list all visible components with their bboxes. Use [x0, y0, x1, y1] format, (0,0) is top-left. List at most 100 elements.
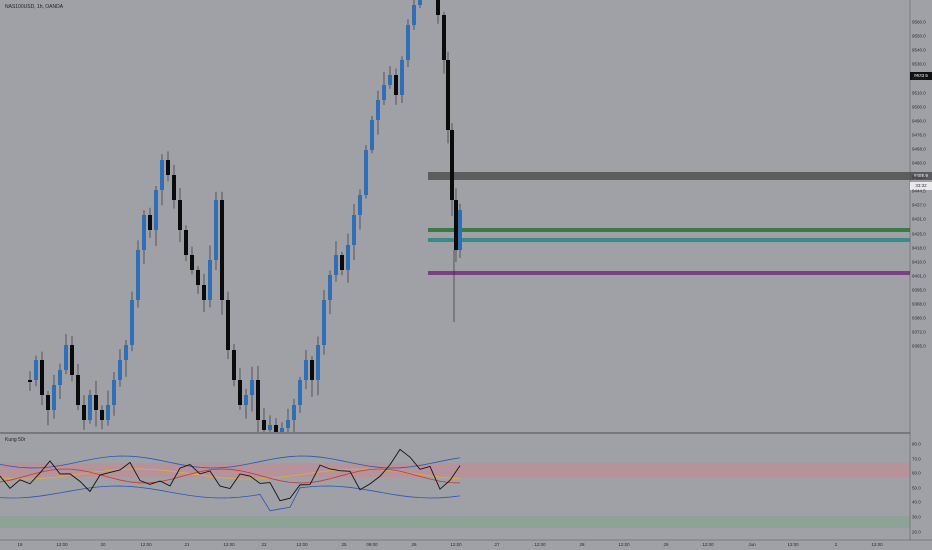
time-tick-label: 22: [261, 542, 267, 547]
time-tick-label: 12:00: [450, 542, 462, 547]
price-tick-label: 9540.0: [912, 47, 926, 53]
candle-body: [166, 160, 170, 175]
candle-body: [58, 370, 62, 385]
candle-body: [304, 360, 308, 380]
time-tick-label: 19: [17, 542, 23, 547]
time-tick-label: 27: [494, 542, 500, 547]
candle-body: [310, 360, 314, 380]
price-tick-label: 9560.0: [912, 19, 926, 25]
candle-body: [298, 380, 302, 405]
candle-body: [118, 360, 122, 380]
indicator-tick-label: 40.0: [912, 499, 921, 505]
price-tick-label: 9468.0: [912, 146, 926, 152]
current-price-badge: 9533.5: [910, 72, 932, 80]
candle-body: [136, 250, 140, 300]
indicator-axis[interactable]: 80.0 70.0 60.0 50.0 40.0 30.0 20.0: [910, 0, 932, 540]
lower-bollinger-line: [0, 485, 461, 512]
time-tick-label: 09:00: [366, 542, 378, 547]
candle-body: [124, 345, 128, 360]
time-tick-label: 12:00: [618, 542, 630, 547]
price-tick-label: 9437.0: [912, 202, 926, 208]
price-axis[interactable]: 9533.5 9485.9 33:32 9560.0 9550.0 9540.0 95…: [910, 0, 932, 540]
candle-body: [208, 260, 212, 300]
candle-body: [250, 380, 254, 395]
indicator-tick-label: 30.0: [912, 514, 921, 520]
price-tick-label: 9452.0: [912, 174, 926, 180]
candle-body: [106, 405, 110, 420]
candle-body: [64, 345, 68, 370]
countdown-badge: 33:32: [910, 182, 932, 190]
time-tick-label: Jun: [748, 542, 756, 547]
price-tick-label: 9418.0: [912, 245, 926, 251]
candle-body: [450, 130, 454, 200]
price-tick-label: 9410.0: [912, 259, 926, 265]
candle-body: [364, 150, 368, 195]
overbought-band: [0, 463, 910, 477]
time-tick-label: 12:00: [702, 542, 714, 547]
candle-body: [400, 60, 404, 95]
time-tick-label: 28: [579, 542, 585, 547]
candle-body: [244, 395, 248, 405]
price-tick-label: 9520.0: [912, 75, 926, 81]
price-tick-label: 9530.0: [912, 61, 926, 67]
candle-body: [148, 215, 152, 230]
price-tick-label: 9380.0: [912, 315, 926, 321]
price-tick-label: 9500.0: [912, 104, 926, 110]
candle-body: [220, 200, 224, 300]
candle-body: [446, 60, 450, 130]
candle-body: [226, 300, 230, 350]
price-zones: [428, 172, 910, 275]
indicator-title[interactable]: Kung 50r: [5, 437, 26, 443]
candle-body: [214, 200, 218, 260]
candle-body: [274, 425, 278, 432]
supply-zone: [428, 172, 910, 180]
price-tick-label: 9395.0: [912, 287, 926, 293]
time-tick-label: 12:00: [296, 542, 308, 547]
candle-body: [184, 230, 188, 255]
price-tick-label: 9365.0: [912, 343, 926, 349]
candle-body: [76, 375, 80, 405]
indicator-tick-label: 50.0: [912, 485, 921, 491]
indicator-tick-label: 60.0: [912, 470, 921, 476]
price-tick-label: 9401.0: [912, 273, 926, 279]
candle-body: [412, 5, 416, 25]
signal-line-red: [0, 468, 461, 484]
time-tick-label: 12:00: [534, 542, 546, 547]
price-tick-label: 9388.0: [912, 301, 926, 307]
time-tick-label: 26: [411, 542, 417, 547]
candle-body: [370, 120, 374, 150]
candle-body: [202, 285, 206, 300]
candle-body: [190, 255, 194, 270]
candle-body: [388, 75, 392, 85]
candle-body: [406, 25, 410, 60]
oversold-band: [0, 516, 910, 528]
price-tick-label: 9550.0: [912, 33, 926, 39]
candle-body: [100, 410, 104, 420]
candle-body: [292, 405, 296, 420]
candle-body: [280, 428, 284, 432]
price-tick-label: 9444.5: [912, 188, 926, 194]
candle-body: [346, 245, 350, 270]
time-tick-label: 29: [663, 542, 669, 547]
candle-body: [328, 275, 332, 300]
support-zone-teal: [428, 238, 910, 242]
price-tick-label: 9476.0: [912, 132, 926, 138]
time-axis[interactable]: 19 12:00 20 12:00 21 12:00 22 12:00 25 09:00 26 12:…: [0, 540, 910, 550]
time-tick-label: 12:00: [787, 542, 799, 547]
support-zone-purple: [428, 271, 910, 275]
candle-body: [88, 395, 92, 420]
indicator-tick-label: 70.0: [912, 456, 921, 462]
candle-body: [418, 0, 422, 5]
candle-body: [130, 300, 134, 345]
candle-body: [112, 380, 116, 405]
candle-body: [238, 380, 242, 405]
time-tick-label: 2: [834, 542, 838, 547]
candle-body: [154, 190, 158, 230]
time-tick-label: 12:00: [140, 542, 152, 547]
zone-price-badge: 9485.9: [910, 172, 932, 180]
indicator-pane[interactable]: [0, 448, 910, 528]
candle-body: [286, 420, 290, 428]
candle-body: [376, 100, 380, 120]
candle-body: [262, 420, 266, 430]
